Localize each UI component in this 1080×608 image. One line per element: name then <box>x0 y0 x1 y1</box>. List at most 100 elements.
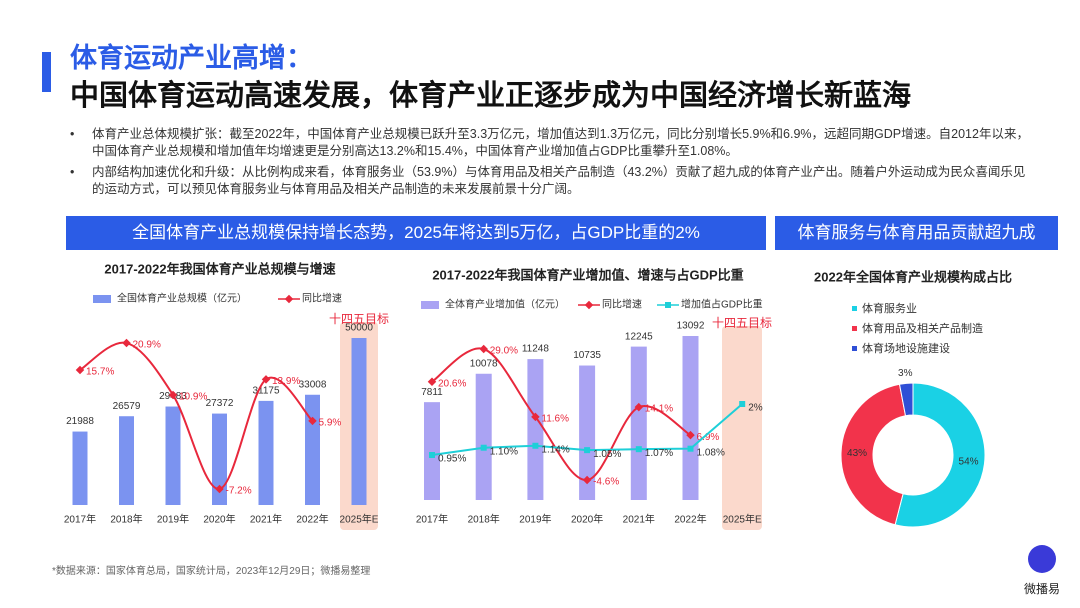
x-tick-label: 2017年 <box>64 513 96 526</box>
line-label: -7.2% <box>226 486 252 497</box>
x-tick-label: 2020年 <box>571 513 603 526</box>
bar <box>475 373 492 500</box>
line-label: 10.9% <box>179 392 207 403</box>
chart-title: 2017-2022年我国体育产业总规模与增速 <box>104 261 335 276</box>
legend-swatch <box>852 346 857 351</box>
line-label: 20.6% <box>438 378 466 389</box>
bar-label: 21988 <box>66 416 94 427</box>
line-label: 1.08% <box>697 447 725 458</box>
line-label: 5.9% <box>319 418 342 429</box>
line-label: 11.6% <box>541 413 569 424</box>
bar <box>119 416 134 505</box>
line-marker <box>634 402 644 412</box>
line-label: 20.9% <box>133 340 161 351</box>
line-label: 0.95% <box>438 454 466 465</box>
legend-label: 体育服务业 <box>862 301 917 315</box>
slice-label: 43% <box>847 448 867 459</box>
line <box>79 341 314 490</box>
donut-slice <box>840 383 907 526</box>
title: 体育运动产业高增： <box>70 43 313 73</box>
line-marker <box>686 430 695 440</box>
line-marker <box>532 442 539 449</box>
legend-swatch <box>421 301 439 309</box>
bar <box>258 400 274 505</box>
accent-bar <box>42 52 51 92</box>
line-marker <box>75 365 85 375</box>
line-label: 1.07% <box>645 448 673 459</box>
subtitle: 中国体育运动高速发展，体育产业正逐步成为中国经济增长新蓝海 <box>70 80 912 112</box>
bar <box>351 338 367 505</box>
line-marker <box>122 338 131 348</box>
line-marker <box>531 412 540 422</box>
slice-label: 3% <box>898 368 913 379</box>
bullet: 体育产业总体规模扩张：截至2022年，中国体育产业总规模已跃升至3.3万亿元，增… <box>70 126 1032 160</box>
legend-marker <box>665 302 671 308</box>
line-label: 14.1% <box>645 404 673 415</box>
bar-label: 13092 <box>677 321 705 332</box>
slice-label: 54% <box>959 457 979 468</box>
line-label: 1.14% <box>541 444 569 455</box>
bar-label: 33008 <box>299 379 327 390</box>
x-tick-label: 2017年 <box>416 513 448 526</box>
annotation: 十四五目标 <box>329 312 389 326</box>
bar-label: 10078 <box>470 358 498 369</box>
line-marker <box>635 446 642 453</box>
line-marker <box>308 416 317 426</box>
line-label: 6.9% <box>697 432 720 443</box>
line-marker <box>582 475 592 485</box>
bar-label: 26579 <box>113 401 141 412</box>
bar <box>682 336 699 500</box>
x-tick-label: 2019年 <box>157 513 189 526</box>
x-tick-label: 2022年 <box>674 513 706 526</box>
x-tick-label: 2022年 <box>296 513 328 526</box>
legend-label: 全体育产业增加值（亿元） <box>445 298 565 311</box>
x-tick-label: 2018年 <box>110 513 142 526</box>
legend-label: 体育场地设施建设 <box>862 341 950 355</box>
bar <box>424 402 440 500</box>
target-highlight <box>722 326 762 530</box>
line-label: 2% <box>748 403 763 414</box>
chart-title: 2017-2022年我国体育产业增加值、增速与占GDP比重 <box>432 267 743 282</box>
x-tick-label: 2025年E <box>723 513 762 526</box>
bar-label: 11248 <box>522 344 550 355</box>
line-marker <box>739 401 746 407</box>
bar-label: 10735 <box>573 350 601 361</box>
line-marker <box>584 447 591 454</box>
bar-label: 50000 <box>345 323 373 334</box>
legend-label: 增加值占GDP比重 <box>681 298 763 311</box>
legend-label: 全国体育产业总规模（亿元） <box>117 292 247 305</box>
bullet: 内部结构加速优化和升级：从比例构成来看，体育服务业（53.9%）与体育用品及相关… <box>70 164 1032 198</box>
bar <box>305 394 320 505</box>
source: *数据来源：国家体育总局，国家统计局，2023年12月29日；微播易整理 <box>52 566 371 577</box>
bar <box>527 359 544 500</box>
x-tick-label: 2021年 <box>623 513 655 526</box>
bar <box>165 406 181 505</box>
line-marker <box>261 375 271 384</box>
legend-label: 体育用品及相关产品制造 <box>862 321 983 335</box>
legend-label: 同比增速 <box>602 298 642 311</box>
x-tick-label: 2021年 <box>250 513 282 526</box>
x-tick-label: 2025年E <box>340 513 379 526</box>
bar <box>212 413 227 505</box>
line-marker <box>687 445 694 452</box>
banner: 全国体育产业总规模保持增长态势，2025年将达到5万亿，占GDP比重的2% <box>66 216 766 250</box>
legend-swatch <box>852 326 857 331</box>
banner: 体育服务与体育用品贡献超九成 <box>775 216 1058 250</box>
bar <box>72 431 88 505</box>
line-label: 13.9% <box>272 376 300 387</box>
bar-label: 31175 <box>252 386 280 397</box>
legend-marker <box>284 294 294 304</box>
donut-slice <box>894 382 986 528</box>
logo: 微播易 <box>1024 582 1061 596</box>
chart-title: 2022年全国体育产业规模构成占比 <box>814 269 1012 284</box>
bar-label: 7811 <box>421 387 443 398</box>
annotation: 十四五目标 <box>712 316 772 330</box>
line-label: 1.10% <box>490 446 518 457</box>
line-label: 29.0% <box>490 346 518 357</box>
bar-label: 27372 <box>206 398 234 409</box>
x-tick-label: 2019年 <box>519 513 551 526</box>
legend-label: 同比增速 <box>302 292 342 305</box>
line-marker <box>479 344 488 354</box>
